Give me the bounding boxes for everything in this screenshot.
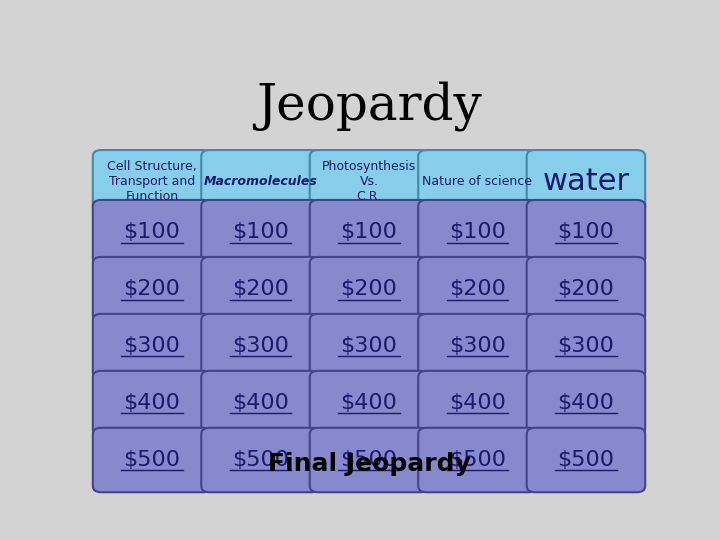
FancyBboxPatch shape xyxy=(527,150,645,212)
FancyBboxPatch shape xyxy=(202,257,320,321)
FancyBboxPatch shape xyxy=(527,371,645,435)
FancyBboxPatch shape xyxy=(202,371,320,435)
Text: $400: $400 xyxy=(557,393,614,413)
Text: $300: $300 xyxy=(557,336,614,356)
Text: $400: $400 xyxy=(232,393,289,413)
Text: $300: $300 xyxy=(449,336,506,356)
Text: $300: $300 xyxy=(232,336,289,356)
Text: $200: $200 xyxy=(232,279,289,299)
Text: Nature of science: Nature of science xyxy=(423,175,533,188)
Text: Cell Structure,
Transport and
Function: Cell Structure, Transport and Function xyxy=(107,160,197,202)
FancyBboxPatch shape xyxy=(93,371,211,435)
FancyBboxPatch shape xyxy=(418,257,536,321)
FancyBboxPatch shape xyxy=(527,428,645,492)
FancyBboxPatch shape xyxy=(310,200,428,265)
FancyBboxPatch shape xyxy=(310,257,428,321)
Text: $500: $500 xyxy=(124,450,181,470)
FancyBboxPatch shape xyxy=(202,314,320,379)
Text: Jeopardy: Jeopardy xyxy=(256,82,482,131)
Text: $100: $100 xyxy=(124,222,181,242)
FancyBboxPatch shape xyxy=(418,314,536,379)
FancyBboxPatch shape xyxy=(93,428,211,492)
Text: Photosynthesis
Vs.
C.R.: Photosynthesis Vs. C.R. xyxy=(322,160,416,202)
FancyBboxPatch shape xyxy=(418,428,536,492)
Text: Final Jeopardy: Final Jeopardy xyxy=(268,452,470,476)
Text: $200: $200 xyxy=(449,279,506,299)
Text: water: water xyxy=(542,167,629,195)
FancyBboxPatch shape xyxy=(418,371,536,435)
Text: $500: $500 xyxy=(341,450,397,470)
FancyBboxPatch shape xyxy=(93,314,211,379)
Text: $400: $400 xyxy=(449,393,506,413)
Text: $300: $300 xyxy=(124,336,181,356)
Text: $500: $500 xyxy=(557,450,614,470)
FancyBboxPatch shape xyxy=(310,150,428,212)
FancyBboxPatch shape xyxy=(527,257,645,321)
FancyBboxPatch shape xyxy=(310,428,428,492)
Text: $100: $100 xyxy=(341,222,397,242)
Text: $500: $500 xyxy=(449,450,506,470)
FancyBboxPatch shape xyxy=(93,150,211,212)
FancyBboxPatch shape xyxy=(418,150,536,212)
FancyBboxPatch shape xyxy=(202,200,320,265)
FancyBboxPatch shape xyxy=(202,150,320,212)
Text: $500: $500 xyxy=(232,450,289,470)
Text: $200: $200 xyxy=(124,279,181,299)
Text: Macromolecules: Macromolecules xyxy=(204,175,318,188)
FancyBboxPatch shape xyxy=(202,428,320,492)
FancyBboxPatch shape xyxy=(310,371,428,435)
Text: $100: $100 xyxy=(232,222,289,242)
FancyBboxPatch shape xyxy=(527,200,645,265)
Text: $100: $100 xyxy=(449,222,506,242)
Text: $100: $100 xyxy=(557,222,614,242)
Text: $200: $200 xyxy=(557,279,614,299)
FancyBboxPatch shape xyxy=(527,314,645,379)
Text: $300: $300 xyxy=(341,336,397,356)
FancyBboxPatch shape xyxy=(93,257,211,321)
Text: $400: $400 xyxy=(124,393,181,413)
FancyBboxPatch shape xyxy=(310,314,428,379)
FancyBboxPatch shape xyxy=(93,200,211,265)
Text: $200: $200 xyxy=(341,279,397,299)
Text: $400: $400 xyxy=(341,393,397,413)
FancyBboxPatch shape xyxy=(418,200,536,265)
